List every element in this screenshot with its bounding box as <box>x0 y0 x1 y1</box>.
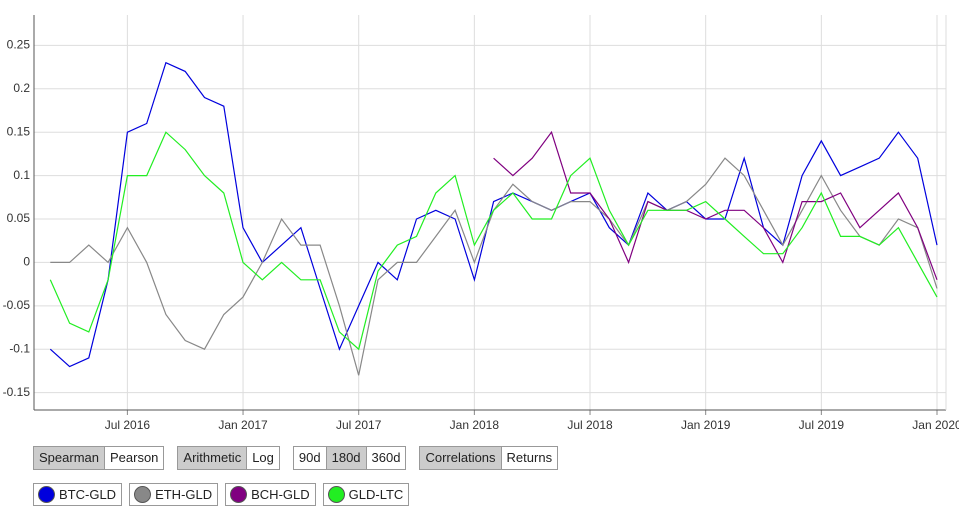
y-tick-label: 0.15 <box>7 124 31 138</box>
x-tick-label: Jan 2020 <box>912 418 959 432</box>
x-tick-label: Jul 2016 <box>105 418 151 432</box>
chart: -0.15 -0.1 -0.05 0 0.05 0.1 0.15 0.2 0.25 Jul 201… <box>3 15 959 432</box>
y-tick-label: 0.2 <box>13 81 30 95</box>
x-tick-label: Jul 2018 <box>567 418 613 432</box>
legend-item[interactable]: BCH-GLD <box>225 483 316 506</box>
toggle-button[interactable]: Log <box>247 447 279 469</box>
toggle-button[interactable]: 90d <box>293 447 327 469</box>
button-group: 90d 180d 360d <box>292 446 407 470</box>
series-line <box>50 157 938 376</box>
legend-item[interactable]: BTC-GLD <box>33 483 123 506</box>
legend-label: GLD-LTC <box>348 487 404 502</box>
y-tick-label: 0.25 <box>7 38 31 52</box>
legend-label: BTC-GLD <box>59 487 117 502</box>
toggle-button[interactable]: Returns <box>501 447 558 469</box>
button-group: Arithmetic Log <box>177 446 280 470</box>
y-tick-label: 0 <box>23 255 30 269</box>
x-tick-label: Jul 2019 <box>799 418 845 432</box>
legend-item[interactable]: GLD-LTC <box>322 483 410 506</box>
controls: Spearman Pearson Arithmetic Log 90d 180d 360d C… <box>33 446 559 470</box>
y-tick-label: 0.05 <box>7 211 31 225</box>
x-tick-label: Jan 2017 <box>218 418 268 432</box>
legend: BTC-GLD ETH-GLD BCH-GLD GLD-LTC <box>33 483 410 506</box>
x-tick-label: Jan 2019 <box>681 418 731 432</box>
y-tick-label: -0.15 <box>3 385 31 399</box>
x-tick-label: Jul 2017 <box>336 418 382 432</box>
legend-item[interactable]: ETH-GLD <box>129 483 219 506</box>
toggle-button[interactable]: Arithmetic <box>178 447 248 469</box>
legend-swatch <box>38 486 55 503</box>
toggle-button[interactable]: Spearman <box>34 447 105 469</box>
toggle-button[interactable]: Pearson <box>104 447 164 469</box>
legend-label: BCH-GLD <box>251 487 310 502</box>
button-group: Correlations Returns <box>419 446 559 470</box>
legend-swatch <box>327 486 345 503</box>
y-tick-label: -0.1 <box>9 341 30 355</box>
y-tick-label: 0.1 <box>13 168 30 182</box>
legend-swatch <box>134 486 152 503</box>
toggle-button[interactable]: 180d <box>326 447 367 469</box>
series-line <box>49 131 938 351</box>
button-group: Spearman Pearson <box>33 446 165 470</box>
toggle-button[interactable]: 360d <box>366 447 406 469</box>
legend-label: ETH-GLD <box>155 487 213 502</box>
series-line <box>49 61 938 368</box>
toggle-button[interactable]: Correlations <box>420 447 502 469</box>
y-tick-label: -0.05 <box>3 298 31 312</box>
legend-swatch <box>230 486 248 503</box>
x-tick-label: Jan 2018 <box>450 418 500 432</box>
